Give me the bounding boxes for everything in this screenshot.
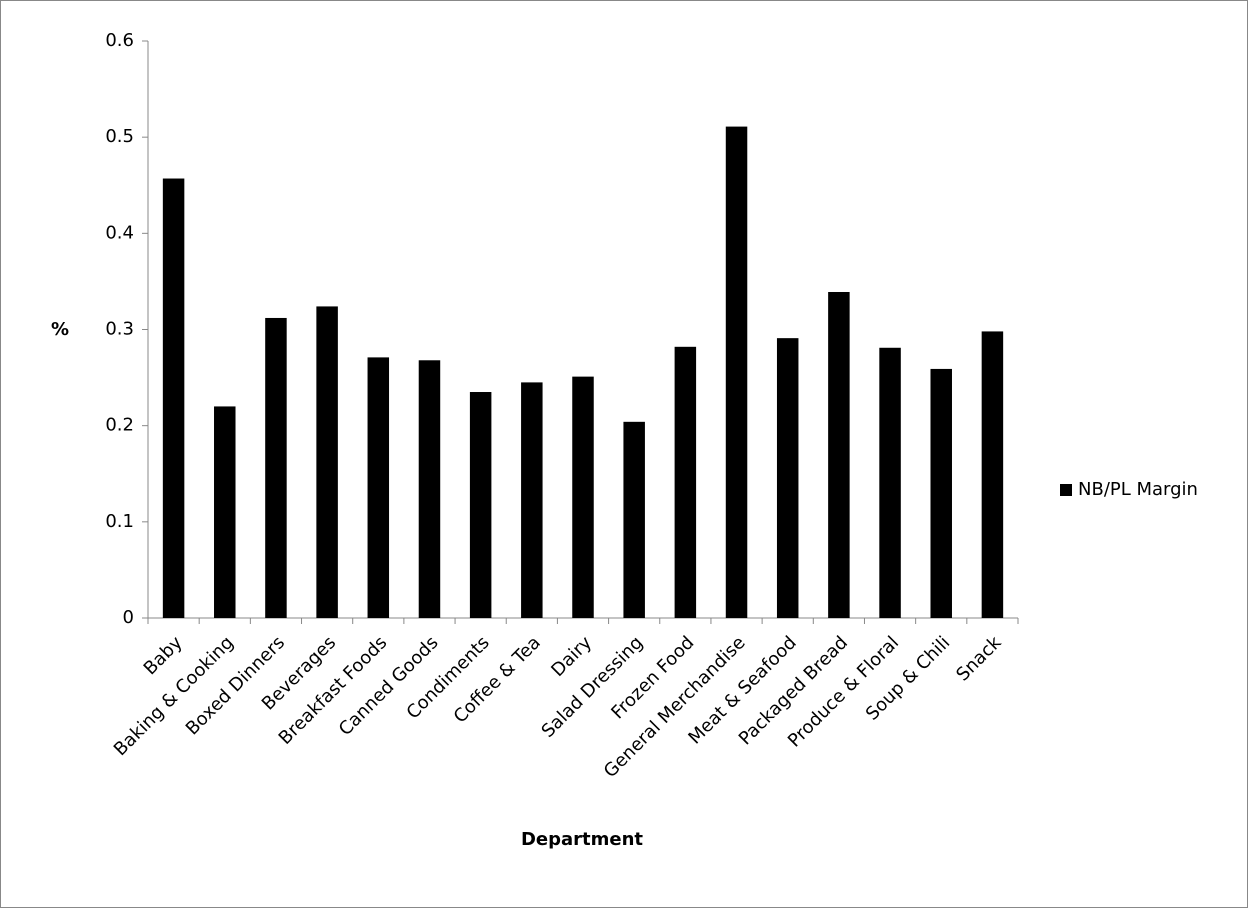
y-tick-label: 0 — [123, 607, 134, 628]
bar — [776, 338, 799, 618]
legend-swatch — [1060, 484, 1072, 496]
bar — [162, 178, 185, 619]
legend-label: NB/PL Margin — [1078, 479, 1198, 500]
bar — [828, 291, 850, 618]
y-tick-label: 0.6 — [105, 30, 134, 51]
bar — [674, 346, 697, 618]
bar — [930, 368, 952, 618]
bar — [418, 360, 441, 618]
bar — [367, 357, 390, 618]
bar — [623, 421, 645, 618]
bar — [521, 382, 543, 618]
bar — [879, 347, 901, 618]
y-axis-title: % — [51, 319, 69, 340]
bar — [725, 126, 748, 619]
y-tick-label: 0.2 — [105, 415, 134, 436]
y-tick-label: 0.1 — [105, 511, 134, 532]
y-tick-label: 0.3 — [105, 319, 134, 340]
y-tick-label: 0.5 — [105, 126, 134, 147]
bar — [469, 392, 492, 618]
y-tick-label: 0.4 — [105, 222, 134, 243]
bar — [214, 406, 236, 618]
x-axis-title: Department — [521, 829, 643, 850]
bar — [981, 331, 1004, 618]
bar — [316, 306, 338, 618]
bar — [572, 376, 594, 618]
bar — [265, 317, 287, 618]
